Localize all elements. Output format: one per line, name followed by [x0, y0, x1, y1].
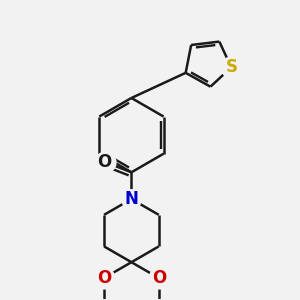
Text: O: O: [97, 269, 111, 287]
Text: S: S: [225, 58, 237, 76]
Text: N: N: [124, 190, 138, 208]
Text: O: O: [152, 269, 166, 287]
Text: O: O: [98, 153, 112, 171]
